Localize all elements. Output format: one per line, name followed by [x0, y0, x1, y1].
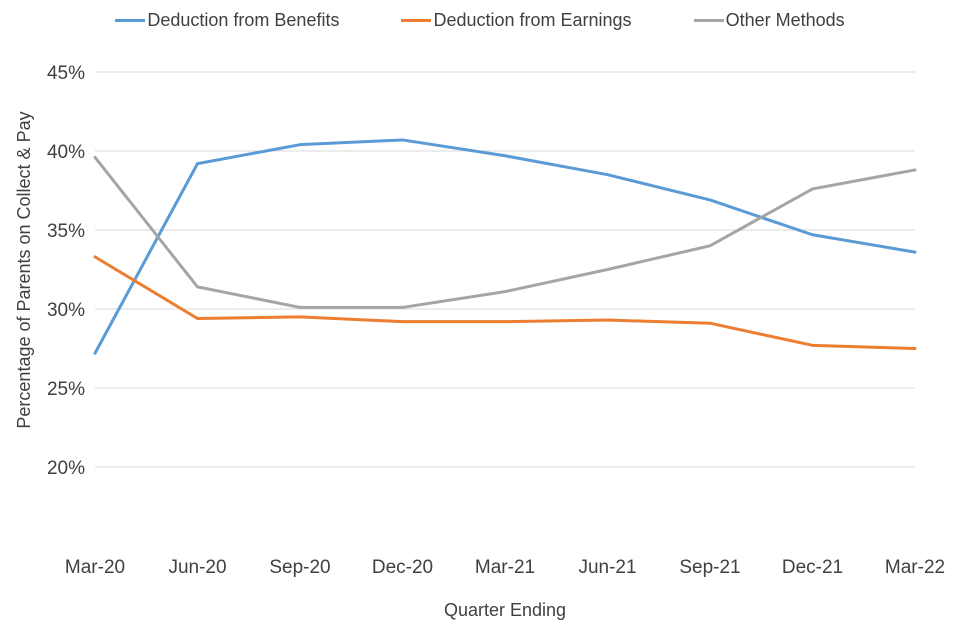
legend-label: Other Methods	[725, 10, 845, 30]
y-tick-label: 20%	[47, 458, 85, 479]
legend-line-swatch	[401, 19, 432, 22]
x-tick-label: Dec-20	[372, 557, 433, 578]
legend-line-swatch	[115, 19, 146, 22]
x-tick-label: Sep-21	[679, 557, 740, 578]
x-tick-label: Mar-20	[65, 557, 125, 578]
x-tick-label: Mar-21	[475, 557, 535, 578]
x-axis-title: Quarter Ending	[443, 600, 567, 620]
y-tick-label: 30%	[47, 300, 85, 321]
legend-item-other-methods: Other Methods	[693, 10, 845, 31]
series-line-deduction-from-earnings	[93, 255, 917, 350]
legend-item-deduction-from-earnings: Deduction from Earnings	[401, 10, 632, 31]
series-line-other-methods	[93, 155, 917, 309]
y-tick-label: 45%	[47, 63, 85, 84]
x-tick-label: Jun-20	[168, 557, 226, 578]
y-tick-label: 35%	[47, 221, 85, 242]
x-tick-label: Sep-20	[269, 557, 330, 578]
x-tick-label: Jun-21	[578, 557, 636, 578]
legend: Deduction from Benefits Deduction from E…	[0, 10, 960, 31]
x-tick-label: Mar-22	[885, 557, 945, 578]
series-line-deduction-from-benefits	[93, 138, 917, 355]
legend-item-deduction-from-benefits: Deduction from Benefits	[115, 10, 339, 31]
legend-label: Deduction from Earnings	[433, 10, 632, 30]
y-tick-label: 25%	[47, 379, 85, 400]
x-tick-label: Dec-21	[782, 557, 843, 578]
y-tick-label: 40%	[47, 142, 85, 163]
legend-label: Deduction from Benefits	[147, 10, 340, 30]
y-axis-title: Percentage of Parents on Collect & Pay	[14, 111, 34, 429]
legend-line-swatch	[693, 19, 724, 22]
